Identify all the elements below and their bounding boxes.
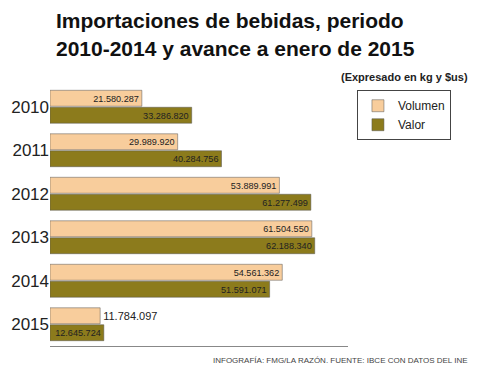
svg-text:2012: 2012 <box>11 185 49 204</box>
svg-text:Importaciones de bebidas, peri: Importaciones de bebidas, periodo2010-20… <box>56 9 415 59</box>
svg-text:21.580.287: 21.580.287 <box>93 94 139 104</box>
svg-text:2013: 2013 <box>11 228 49 247</box>
svg-text:51.591.071: 51.591.071 <box>221 285 267 295</box>
svg-text:61.277.499: 61.277.499 <box>262 198 308 208</box>
svg-text:61.504.550: 61.504.550 <box>263 224 309 234</box>
svg-text:12.645.724: 12.645.724 <box>55 328 101 338</box>
svg-text:2010: 2010 <box>11 98 49 117</box>
svg-text:33.286.820: 33.286.820 <box>143 111 189 121</box>
svg-text:2011: 2011 <box>12 141 49 160</box>
svg-text:40.284.756: 40.284.756 <box>173 154 219 164</box>
svg-text:Valor: Valor <box>398 118 425 132</box>
svg-text:62.188.340: 62.188.340 <box>266 241 312 251</box>
svg-text:2014: 2014 <box>11 272 49 291</box>
svg-text:11.784.097: 11.784.097 <box>103 310 157 322</box>
svg-text:53.889.991: 53.889.991 <box>231 181 277 191</box>
svg-text:Volumen: Volumen <box>398 99 445 113</box>
svg-text:29.989.920: 29.989.920 <box>129 137 175 147</box>
svg-text:54.561.362: 54.561.362 <box>234 268 280 278</box>
svg-text:(Expresado en kg y $us): (Expresado en kg y $us) <box>341 71 468 83</box>
svg-text:2015: 2015 <box>11 315 49 334</box>
svg-text:INFOGRAFÍA: FMG/LA RAZÓN. FUEN: INFOGRAFÍA: FMG/LA RAZÓN. FUENTE: IBCE C… <box>213 356 468 365</box>
